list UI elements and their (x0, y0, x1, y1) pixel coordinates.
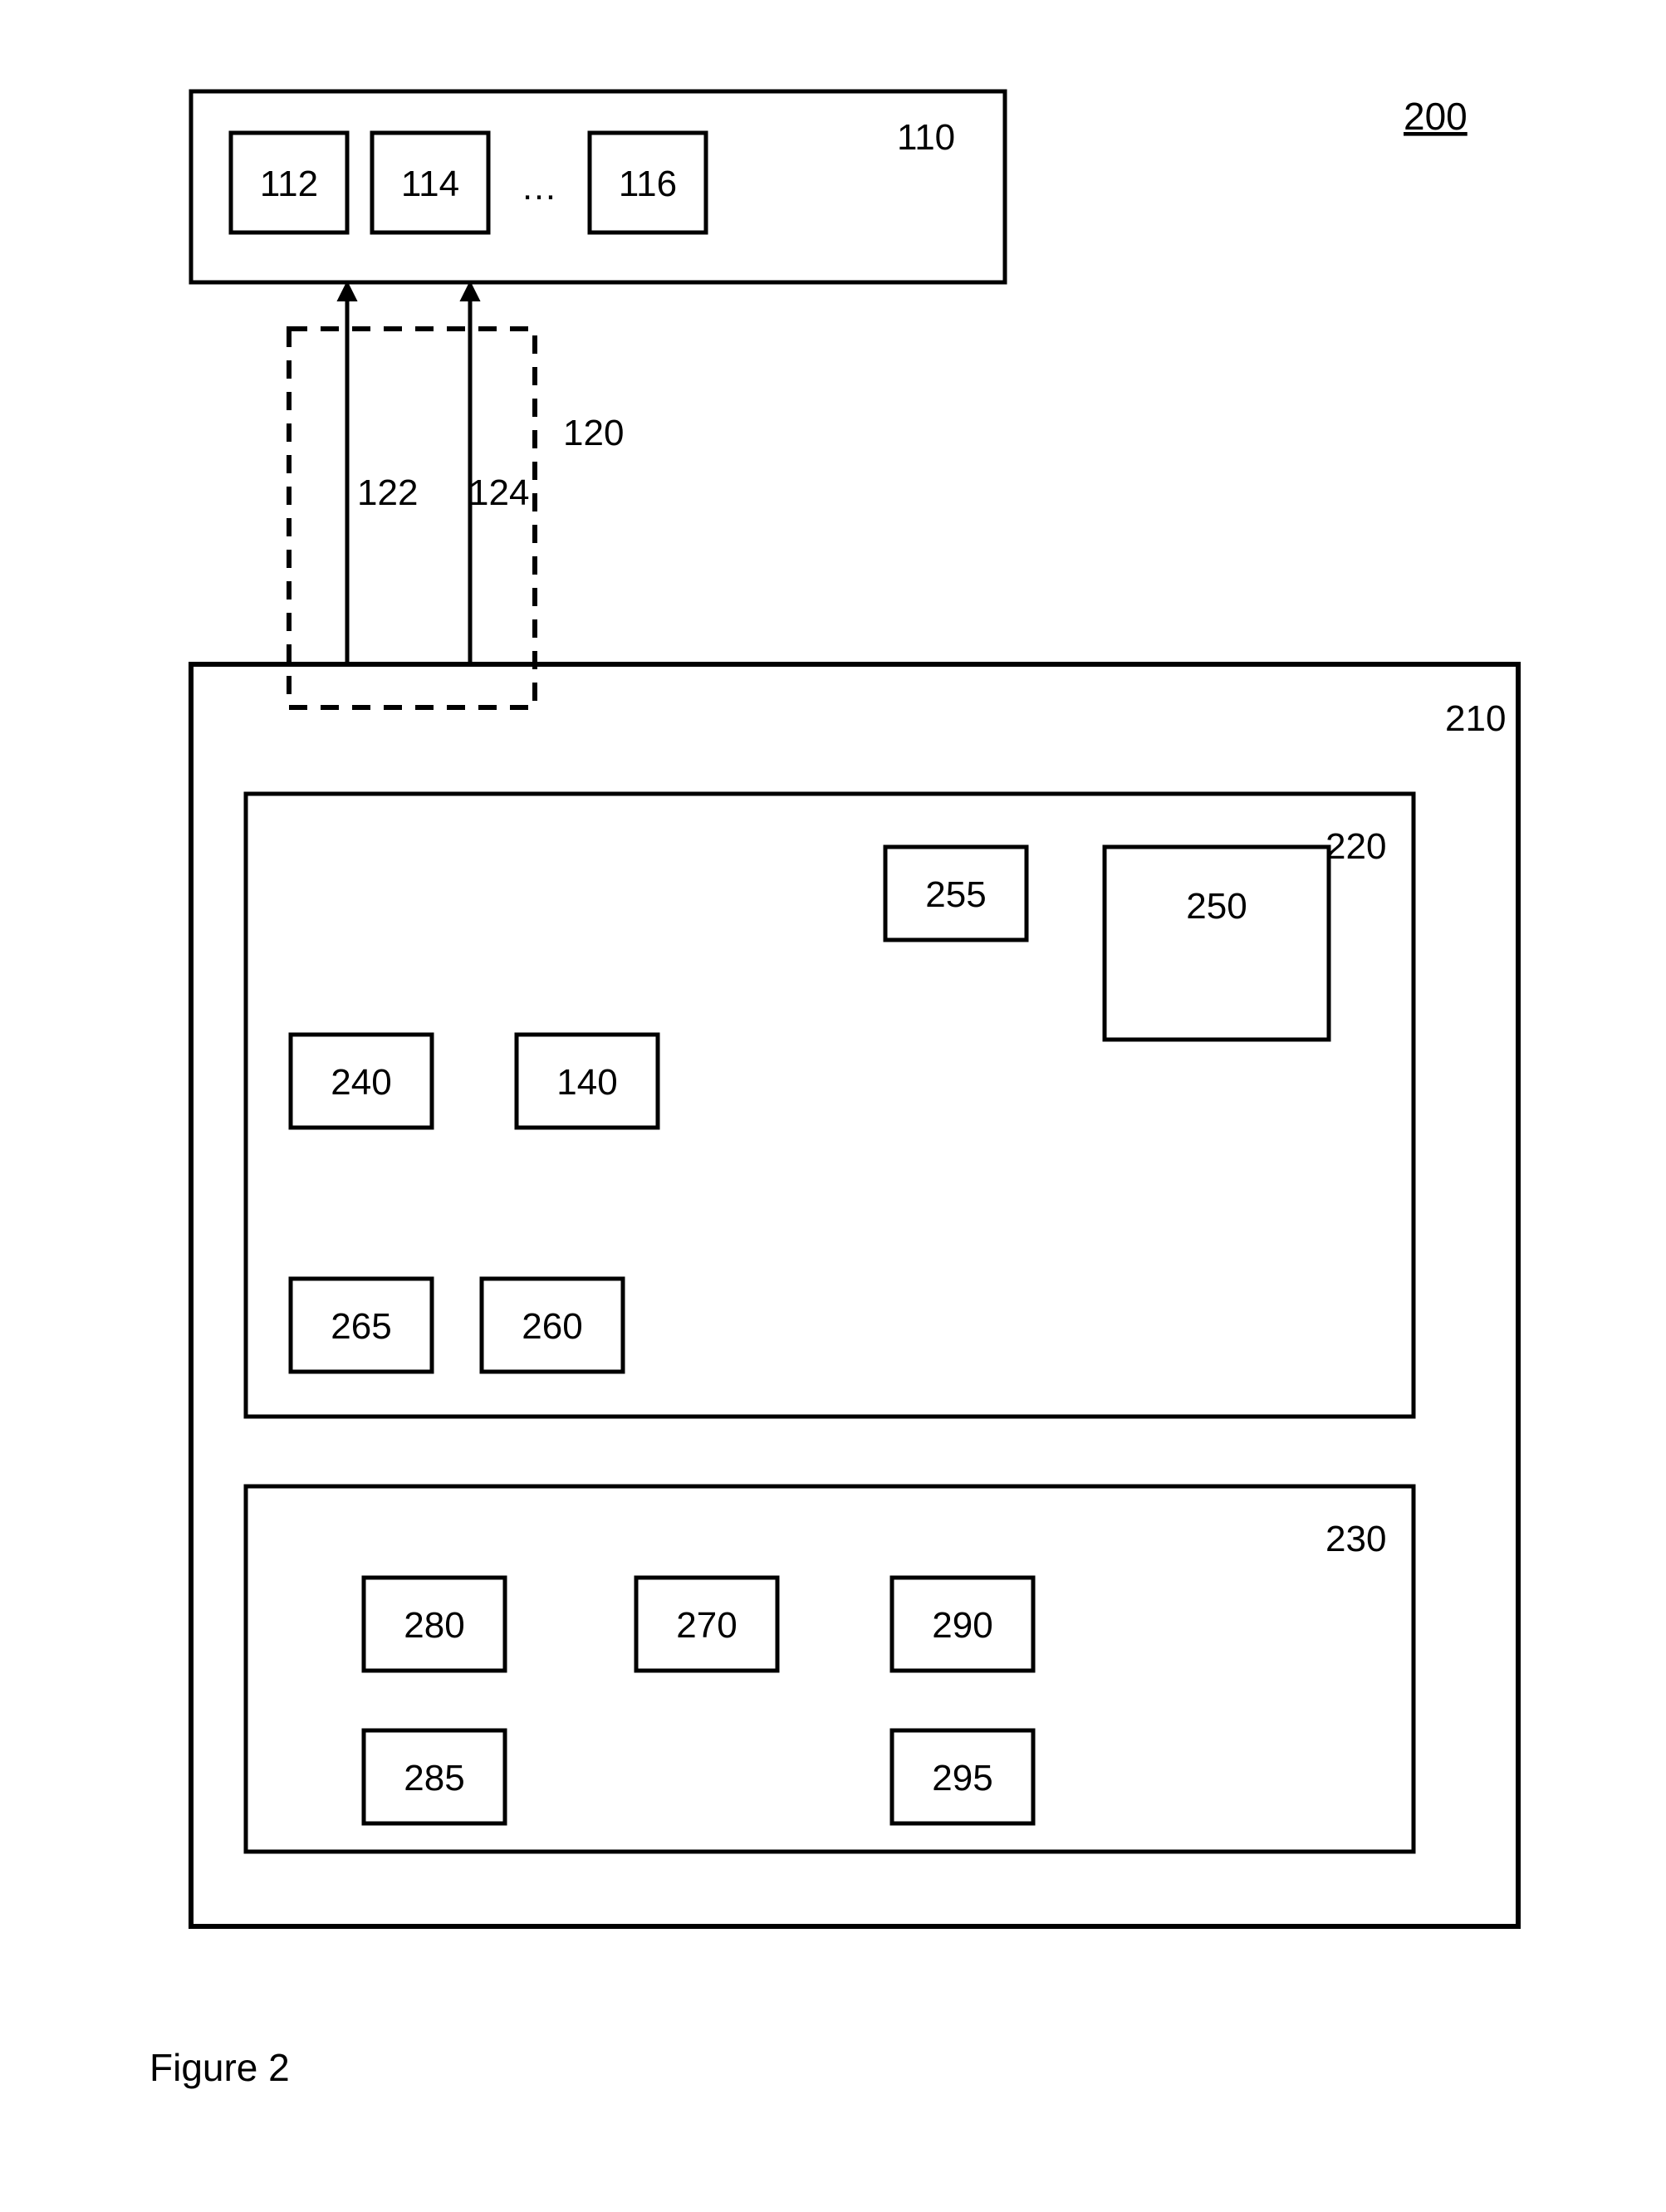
label-124: 124 (468, 472, 529, 513)
label-280: 280 (404, 1605, 464, 1646)
label-122: 122 (357, 472, 418, 513)
label-140: 140 (556, 1062, 617, 1103)
label-230: 230 (1325, 1519, 1386, 1559)
label-265: 265 (331, 1306, 391, 1347)
label-240: 240 (331, 1062, 391, 1103)
label-270: 270 (676, 1605, 737, 1646)
label-290: 290 (932, 1605, 992, 1646)
label-112: 112 (260, 164, 318, 204)
box-120 (289, 329, 535, 707)
label-114: 114 (401, 164, 459, 204)
label-116: 116 (619, 164, 677, 204)
box-250 (1105, 847, 1329, 1040)
figure-caption: Figure 2 (149, 2046, 290, 2089)
label-250: 250 (1186, 886, 1247, 927)
label-285: 285 (404, 1758, 464, 1798)
label-220: 220 (1325, 826, 1386, 867)
figure-number: 200 (1404, 95, 1468, 138)
label-210: 210 (1445, 698, 1506, 739)
label-120: 120 (563, 413, 624, 453)
label-295: 295 (932, 1758, 992, 1798)
label-255: 255 (925, 874, 986, 915)
label-260: 260 (522, 1306, 582, 1347)
label-…: … (521, 167, 557, 208)
label-110: 110 (897, 117, 955, 158)
diagram-canvas: 110 210 220 230 120 112 114 … 116 250 255 240 140 265… (0, 0, 1666, 2212)
